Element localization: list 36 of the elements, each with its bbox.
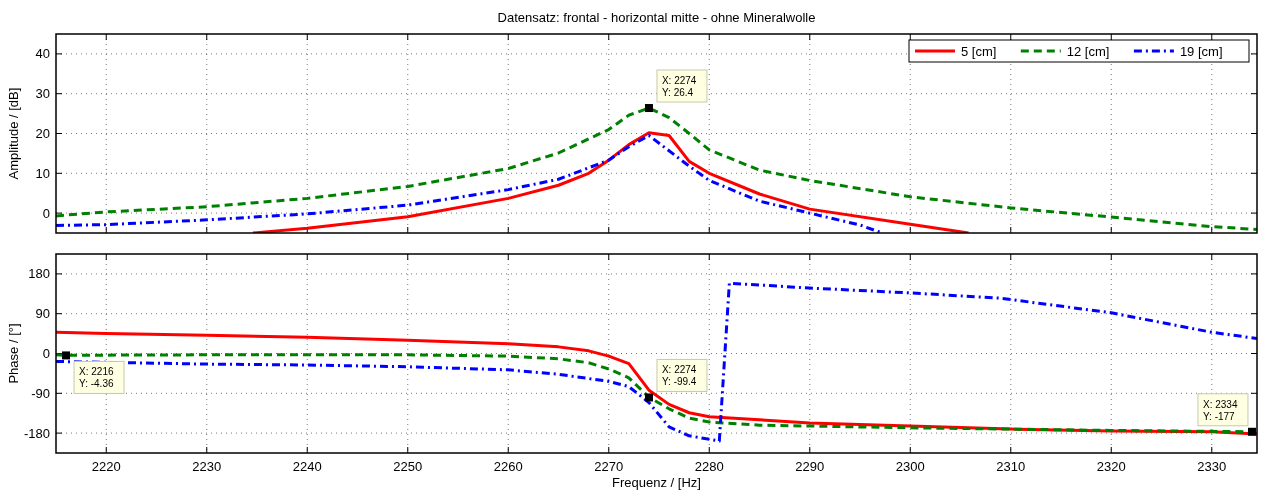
x-tick-label: 2260 (493, 459, 523, 474)
line-series (56, 133, 882, 233)
x-tick-label: 2250 (393, 459, 423, 474)
legend-label: 12 [cm] (1066, 43, 1110, 59)
x-tick-label: 2270 (594, 459, 624, 474)
x-tick-label: 2240 (292, 459, 322, 474)
x-tick-label: 2320 (1096, 459, 1126, 474)
y-tick-label: 10 (35, 165, 50, 181)
x-tick-label: 2230 (192, 459, 222, 474)
x-axis-title: Frequenz / [Hz] (612, 475, 701, 490)
x-tick-label: 2220 (91, 459, 121, 474)
y-tick-label: 30 (35, 86, 50, 102)
y-tick-label: -180 (23, 425, 50, 441)
x-tick-label: 2310 (996, 459, 1026, 474)
legend-label: 5 [cm] (961, 43, 997, 59)
y-tick-label: 90 (35, 306, 50, 322)
y-tick-label: 180 (28, 266, 50, 282)
y-axis-title: Amplitude / [dB] (6, 87, 21, 180)
chart-title: Datensatz: frontal - horizontal mitte - ohne Mineralwolle (497, 10, 816, 25)
x-tick-label: 2330 (1197, 459, 1227, 474)
annotation: X: 2216 Y: -4.36 (79, 366, 114, 390)
legend-label: 19 [cm] (1179, 43, 1223, 59)
y-tick-label: 20 (35, 126, 50, 141)
y-tick-label: 0 (42, 346, 50, 361)
y-tick-label: -90 (31, 385, 50, 401)
line-series (251, 131, 971, 233)
y-axis-title: Phase / [°] (6, 323, 21, 384)
x-tick-label: 2300 (895, 459, 925, 474)
annotation: X: 2334 Y: -177 (1202, 398, 1238, 422)
x-tick-label: 2280 (694, 459, 724, 474)
y-tick-label: 40 (35, 46, 50, 62)
y-tick-label: 0 (42, 205, 50, 221)
annotation: X: 2274 Y: 26.4 (661, 75, 697, 99)
x-tick-label: 2290 (795, 459, 825, 474)
line-series (56, 281, 1257, 443)
annotation: X: 2274 Y: -99.4 (661, 364, 697, 388)
